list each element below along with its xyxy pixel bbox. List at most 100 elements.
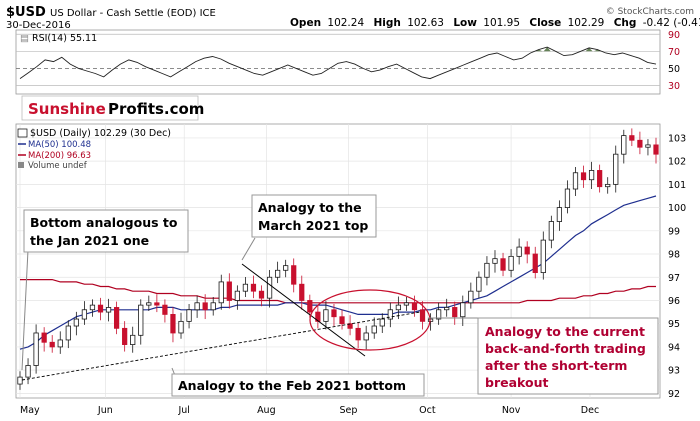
candle [580,165,587,188]
callout-pointer-bottom [21,249,29,371]
annotation-lines [21,237,478,381]
annotation-current-line1: Analogy to the current [485,324,645,339]
candle [411,295,418,317]
low-value: 101.95 [483,17,520,29]
candle [621,129,627,164]
y-tick-label: 103 [668,133,686,144]
candle [105,298,112,322]
candle [564,180,571,214]
candle [588,161,595,190]
annotation-bottom-jan-line2: the Jan 2021 one [30,233,149,248]
y-tick-label: 101 [668,180,686,191]
annotation-bottom-jan-line1: Bottom analogous to [30,215,178,230]
resistance-trendline [241,263,366,357]
candle [154,294,160,313]
y-tick-label: 95 [668,319,680,330]
y-tick-label: 94 [668,342,680,353]
candle [460,295,466,327]
candle [436,302,442,325]
candles [17,128,659,390]
candle [613,145,619,193]
candle [57,331,63,354]
open-label: Open [290,17,321,29]
candle [548,215,554,249]
candle [25,358,31,385]
logo-word2: Profits.com [108,100,204,118]
rsi-line [19,46,657,80]
high-value: 102.63 [407,17,444,29]
candle [637,131,643,155]
annotation-march-top-line2: March 2021 top [258,218,368,233]
candle [355,322,361,349]
chg-label: Chg [614,17,637,29]
candle [363,325,369,350]
candle [476,271,482,299]
candle [178,312,184,339]
y-tick-label: 100 [668,203,686,214]
candle [65,320,71,349]
candle [218,274,224,310]
legend-ma200: MA(200) 96.63 [28,151,91,161]
open-value: 102.24 [327,17,364,29]
candle [572,166,579,196]
x-tick-label: Jun [97,405,113,416]
callout-pointer-top [241,237,256,261]
candle [170,307,176,343]
candle [122,321,128,352]
logo-word1: Sunshine [28,100,106,118]
legend-ma50: MA(50) 100.48 [28,140,91,150]
rsi-tick-labels: 30 50 70 90 [668,30,680,92]
candle [17,371,23,390]
candle [323,301,329,330]
rsi-icon: ▤ [20,33,32,44]
y-tick-label: 102 [668,157,686,168]
rsi-overbought-fill [535,47,601,52]
candle [629,128,635,147]
candle [291,258,297,293]
ma200-line [20,279,656,304]
ohlc-line: Open 102.24 High 102.63 Low 101.95 Close… [290,17,700,29]
candle [202,294,208,320]
candle [210,296,216,316]
annotation-bottom-jan: Bottom analogous to the Jan 2021 one [23,209,189,253]
candle [500,252,506,277]
candle [234,285,240,310]
candle [33,324,39,374]
candle [556,200,563,231]
candle [162,299,168,323]
rsi-tick-label: 30 [668,81,680,92]
candle [97,297,104,321]
candle [250,275,257,299]
candle [307,294,313,318]
legend-price-icon [17,128,28,138]
candle [41,327,47,352]
candle [130,326,136,353]
y-tick-label: 92 [668,389,680,400]
candle [226,273,232,309]
annotation-current-line2: back-and-forth trading [485,341,646,356]
x-tick-label: May [20,405,40,416]
candle [258,285,265,307]
candle [605,177,611,194]
x-tick-label: Jul [177,405,189,416]
candle [645,139,651,156]
candle [266,270,273,308]
legend-volume: Volume undef [28,161,88,171]
symbol: $USD [6,5,46,20]
candle [387,302,393,328]
legend-volume-icon [18,162,24,168]
candle [299,275,305,310]
rsi-grid [16,33,660,86]
x-tick-label: Nov [502,405,521,416]
date: 30-Dec-2016 [6,20,71,31]
candle [89,299,96,317]
annotation-current-line3: after the short-term [485,358,627,373]
candle [331,303,337,327]
candle [146,295,152,311]
candle [138,299,144,345]
y-tick-label: 96 [668,296,680,307]
candle [403,296,410,311]
candle [444,298,450,317]
x-tick-label: Oct [419,405,436,416]
